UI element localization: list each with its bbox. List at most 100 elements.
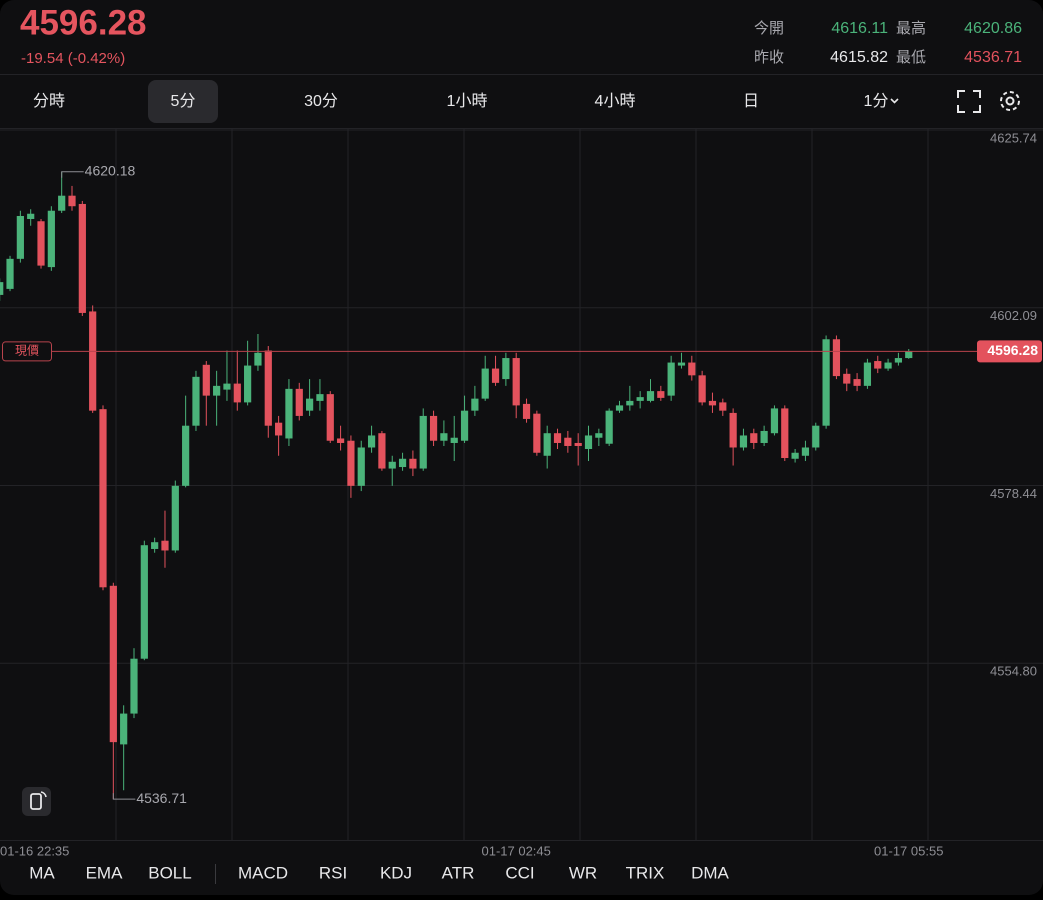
candle-body	[99, 409, 107, 588]
indicator-tab[interactable]: MA	[29, 863, 55, 882]
candle-body	[832, 339, 841, 377]
candle-body	[120, 713, 128, 745]
candle-body	[254, 352, 262, 366]
x-tick-label: 01-17 02:45	[481, 843, 550, 858]
indicator-tab[interactable]: MACD	[238, 863, 288, 882]
stat-label: 昨收	[754, 49, 784, 66]
settings-button[interactable]	[1000, 91, 1020, 111]
candle-body	[719, 402, 727, 411]
indicator-tabs: MA EMA BOLL MACD RSI KDJ ATR CCI WR TRIX DMA	[29, 863, 729, 882]
indicator-tab[interactable]: CCI	[505, 863, 534, 882]
stat-label: 最低	[896, 49, 926, 66]
y-tick-label: 4578.44	[990, 486, 1037, 501]
indicator-tab[interactable]: TRIX	[626, 863, 665, 882]
candle-body	[316, 394, 324, 401]
indicator-tab[interactable]: RSI	[319, 863, 347, 882]
stats: 今開 4616.11 最高 4620.86 昨收 4615.82 最低 4536.71	[754, 20, 1022, 66]
candle-body	[202, 364, 210, 396]
candle-body	[130, 658, 138, 714]
tab-label: 30分	[304, 92, 338, 110]
candle-body	[27, 213, 35, 219]
candle-body	[409, 458, 417, 469]
candle-body	[140, 545, 148, 659]
candle-body	[843, 373, 851, 384]
candle-body	[636, 397, 644, 401]
indicator-tab[interactable]: BOLL	[148, 863, 191, 882]
candle-body	[192, 376, 200, 426]
candle-body	[874, 361, 882, 369]
candle-body	[626, 400, 634, 406]
y-tick-label: 4625.74	[990, 130, 1037, 145]
extreme-label: 4620.18	[85, 162, 136, 178]
stat-value: 4615.82	[830, 49, 888, 66]
candle-body	[595, 433, 603, 438]
timeframe-tab[interactable]: 日	[743, 93, 759, 110]
tab-label: 5分	[171, 92, 196, 110]
timeframe-tab[interactable]: 30分	[304, 92, 338, 110]
candle-body	[729, 412, 737, 448]
candle-body	[533, 413, 541, 453]
candle-body	[440, 433, 448, 441]
current-price-tag	[977, 340, 1042, 363]
tab-label: 日	[743, 93, 759, 110]
gear-icon	[1000, 91, 1020, 111]
candle-body	[708, 400, 717, 406]
stat-value: 4616.11	[831, 20, 888, 37]
candle-body	[822, 339, 830, 426]
candle-body	[884, 362, 892, 369]
indicator-tab[interactable]: WR	[569, 863, 597, 882]
candle-body	[171, 485, 179, 551]
candle-body	[109, 585, 117, 743]
dropdown-chevron	[890, 98, 899, 104]
candle-body	[223, 383, 231, 390]
current-price-value: 4596.28	[987, 342, 1038, 358]
candle-body	[16, 215, 24, 259]
timeframe-tab[interactable]: 1分	[864, 92, 899, 110]
candle-body	[398, 458, 407, 468]
candle-body	[264, 350, 272, 426]
stat-label: 最高	[896, 20, 926, 37]
candle-body	[698, 375, 706, 403]
timeframe-tab[interactable]: 分時	[33, 92, 65, 110]
vertical-grid	[115, 129, 929, 840]
current-price-label-box	[2, 341, 52, 362]
candle-body	[553, 433, 562, 443]
timeframe-tab[interactable]: 4小時	[595, 92, 636, 110]
candle-body	[502, 358, 510, 380]
fullscreen-button[interactable]	[957, 90, 981, 113]
stat-value: 4620.86	[964, 20, 1022, 37]
candle-body	[58, 195, 66, 211]
candle-body	[89, 311, 97, 411]
timeframe-tab[interactable]: 5分	[148, 80, 218, 123]
candle-body	[6, 258, 14, 289]
candle-body	[574, 442, 582, 446]
candle-body	[512, 358, 520, 406]
indicator-tab[interactable]: DMA	[691, 863, 729, 882]
candle-body	[275, 422, 283, 436]
extreme-connector	[61, 171, 84, 178]
candle-body	[68, 195, 76, 207]
timeframe-tab[interactable]: 1小時	[447, 92, 488, 110]
candle-body	[326, 394, 334, 441]
candle-body	[657, 391, 665, 398]
indicator-tab[interactable]: EMA	[86, 863, 124, 882]
tab-label: 1分	[864, 92, 889, 110]
candle-body	[450, 437, 458, 443]
extreme-connector	[112, 793, 136, 800]
candle-body	[285, 388, 293, 439]
candle-body	[388, 461, 396, 469]
candle-body	[739, 435, 748, 448]
rotate-button[interactable]	[22, 787, 51, 816]
candle-body	[78, 203, 86, 313]
indicator-tab[interactable]: KDJ	[380, 863, 412, 882]
candle-body	[688, 362, 696, 376]
candle-body	[605, 410, 613, 444]
candle-body	[646, 391, 655, 401]
candle-body	[378, 433, 386, 469]
candle-body	[677, 362, 686, 366]
candle-body	[233, 383, 241, 403]
indicator-tab[interactable]: ATR	[442, 863, 475, 882]
fullscreen-icon	[957, 90, 981, 113]
